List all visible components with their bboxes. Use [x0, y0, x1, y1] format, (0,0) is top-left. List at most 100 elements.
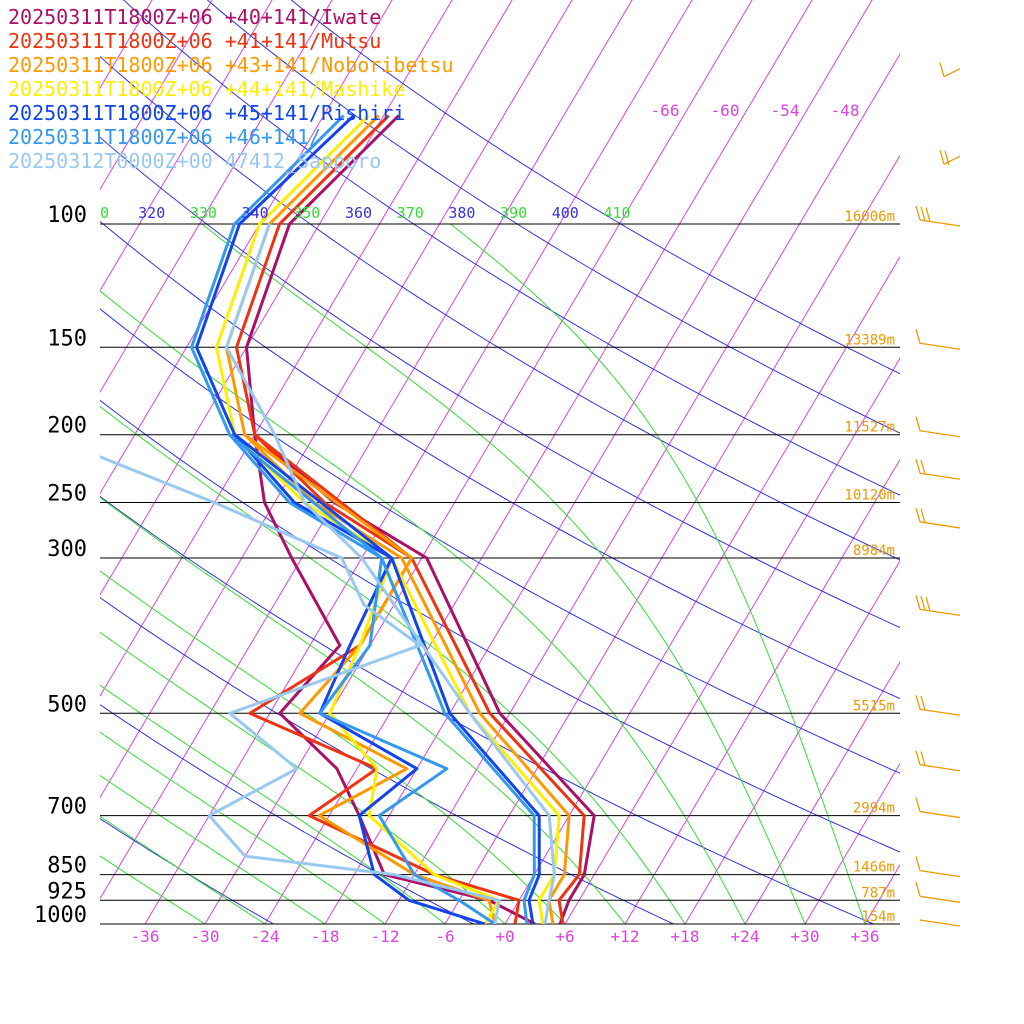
theta-label: 330 [190, 204, 217, 222]
legend-item: 20250311T1800Z+06 +41+141/Mutsu [8, 29, 382, 53]
pressure-label: 850 [47, 854, 87, 879]
theta-label: 380 [448, 204, 475, 222]
wind-barb [915, 856, 961, 878]
pressure-label: 700 [47, 795, 87, 820]
theta-label: 340 [242, 204, 269, 222]
temperature-tick-label: -24 [251, 927, 280, 946]
wind-barb [915, 507, 961, 529]
temperature-tick-label: +0 [495, 927, 514, 946]
pressure-label: 250 [47, 482, 87, 507]
legend-item: 20250311T1800Z+06 +46+141/ [8, 125, 322, 149]
moist-adiabat-lines [100, 223, 866, 924]
wind-barb [915, 205, 961, 227]
height-label: 8984m [853, 543, 895, 559]
temperature-tick-label: +6 [555, 927, 574, 946]
isotherm-label: -54 [771, 101, 800, 120]
pressure-label: 500 [47, 692, 87, 717]
legend-item: 20250311T1800Z+06 +45+141/Rishiri [8, 101, 406, 125]
temperature-tick-label: +24 [731, 927, 760, 946]
isotherm-label: -48 [831, 101, 860, 120]
height-label: 11527m [844, 420, 895, 436]
temperature-tick-label: +36 [851, 927, 880, 946]
isotherm-label: -60 [711, 101, 740, 120]
isotherm-line [100, 0, 213, 191]
isotherm-line [504, 255, 900, 924]
wind-barb [919, 919, 961, 927]
dewpoint-profile [243, 433, 497, 924]
isotherm-line [864, 863, 900, 924]
pressure-label: 150 [47, 326, 87, 351]
temperature-profile [235, 114, 586, 924]
dewpoint-profile [228, 433, 496, 924]
moist-adiabat-line [100, 855, 206, 924]
theta-label: 360 [345, 204, 372, 222]
isotherm-line [744, 661, 900, 924]
sounding-profiles [100, 114, 596, 924]
isotherm-line [0, 0, 4, 924]
wind-barb [939, 149, 961, 166]
pressure-label: 200 [47, 414, 87, 439]
theta-label: 390 [500, 204, 527, 222]
moist-adiabat-line [100, 496, 626, 924]
theta-label: 350 [293, 204, 320, 222]
dry-adiabat-line [100, 495, 874, 924]
wind-barb [915, 459, 961, 480]
isobar-lines [100, 223, 900, 925]
temperature-tick-label: +18 [671, 927, 700, 946]
height-label: 1466m [853, 860, 895, 876]
moist-adiabat-line [100, 815, 266, 924]
temperature-tick-label: -36 [131, 927, 160, 946]
moist-adiabat-line [450, 223, 866, 924]
dewpoint-profile [100, 455, 501, 924]
axis-labels: 100 16006m 150 13389m 200 11527m 250 10120m 300 8… [34, 101, 895, 946]
legend-item: 20250311T1800Z+06 +43+141/Noboribetsu [8, 53, 454, 77]
wind-barb [915, 329, 961, 350]
pressure-label: 100 [47, 203, 87, 228]
height-label: 16006m [844, 209, 895, 225]
wind-barb [915, 750, 961, 772]
temperature-tick-label: -30 [191, 927, 220, 946]
height-label: 13389m [844, 332, 895, 348]
legend-item: 20250311T1800Z+06 +44+141/Mashike [8, 77, 406, 101]
temperature-tick-label: -18 [311, 927, 340, 946]
isotherm-line [684, 559, 900, 924]
temperature-tick-label: +30 [791, 927, 820, 946]
legend: 20250311T1800Z+06 +40+141/Iwate 20250311T… [8, 5, 454, 173]
isotherm-line [804, 762, 900, 924]
theta-label: 410 [603, 204, 630, 222]
wind-barb [939, 62, 961, 78]
pressure-label: 300 [47, 537, 87, 562]
temperature-tick-label: -6 [435, 927, 454, 946]
isotherm-line [100, 0, 333, 393]
wind-barb [915, 416, 961, 438]
temperature-tick-label: -12 [371, 927, 400, 946]
theta-label: 0 [100, 204, 109, 222]
legend-item: 20250312T0000Z+00 47412_Sapporo [8, 149, 382, 173]
height-label: 787m [861, 885, 895, 901]
theta-label: 370 [397, 204, 424, 222]
isotherm-line [564, 357, 900, 924]
pressure-label: 1000 [34, 903, 87, 928]
temperature-tick-label: +12 [611, 927, 640, 946]
temperature-profile [195, 114, 541, 924]
wind-barb [915, 797, 961, 819]
height-label: 5515m [853, 698, 895, 714]
isotherm-line [100, 0, 273, 292]
wind-barb [915, 595, 961, 617]
wind-barb [915, 882, 961, 903]
temperature-profile [245, 114, 596, 924]
pressure-label: 925 [47, 879, 87, 904]
height-label: 10120m [844, 488, 895, 504]
wind-barbs [915, 62, 961, 927]
legend-item: 20250311T1800Z+06 +40+141/Iwate [8, 5, 382, 29]
wind-barb [915, 695, 961, 716]
height-label: 154m [861, 909, 895, 925]
isotherm-label: -66 [651, 101, 680, 120]
temperature-profile [215, 114, 561, 924]
isotherm-line [624, 458, 900, 924]
height-label: 2994m [853, 801, 895, 817]
theta-label: 400 [552, 204, 579, 222]
theta-label: 320 [138, 204, 165, 222]
temperature-profile [225, 223, 556, 924]
